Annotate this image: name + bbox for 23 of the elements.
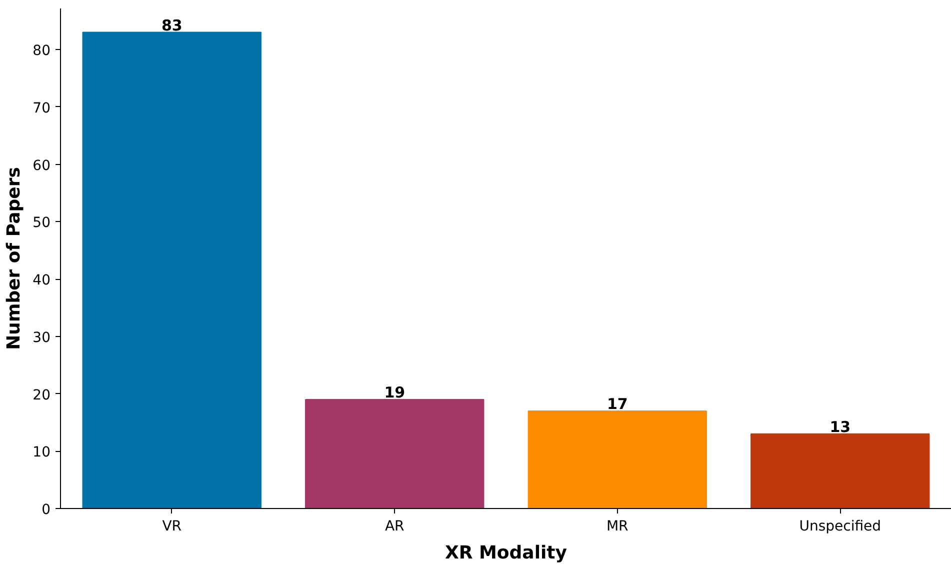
x-tick-label: MR xyxy=(606,518,629,534)
y-tick-label: 70 xyxy=(32,100,51,116)
data-label: 13 xyxy=(830,418,851,436)
y-tick-label: 10 xyxy=(32,444,51,461)
y-tick-label: 50 xyxy=(32,215,51,232)
x-tick-label: AR xyxy=(384,518,405,534)
y-tick-label: 0 xyxy=(42,502,51,518)
bar xyxy=(528,410,707,508)
bar xyxy=(305,398,484,508)
bar xyxy=(750,433,930,508)
data-label: 83 xyxy=(161,16,182,34)
x-tick-label: Unspecified xyxy=(799,518,882,534)
y-tick-label: 80 xyxy=(32,43,51,60)
y-tick-label: 40 xyxy=(32,272,51,289)
x-tick-label: VR xyxy=(162,518,182,534)
bar xyxy=(82,32,262,508)
x-axis-title: XR Modality xyxy=(445,542,568,564)
y-tick-label: 60 xyxy=(32,158,51,174)
data-label: 19 xyxy=(384,383,406,402)
y-tick-label: 30 xyxy=(32,330,51,346)
y-axis-title: Number of Papers xyxy=(4,167,25,350)
data-label: 17 xyxy=(606,394,628,413)
y-tick-label: 20 xyxy=(32,387,51,404)
